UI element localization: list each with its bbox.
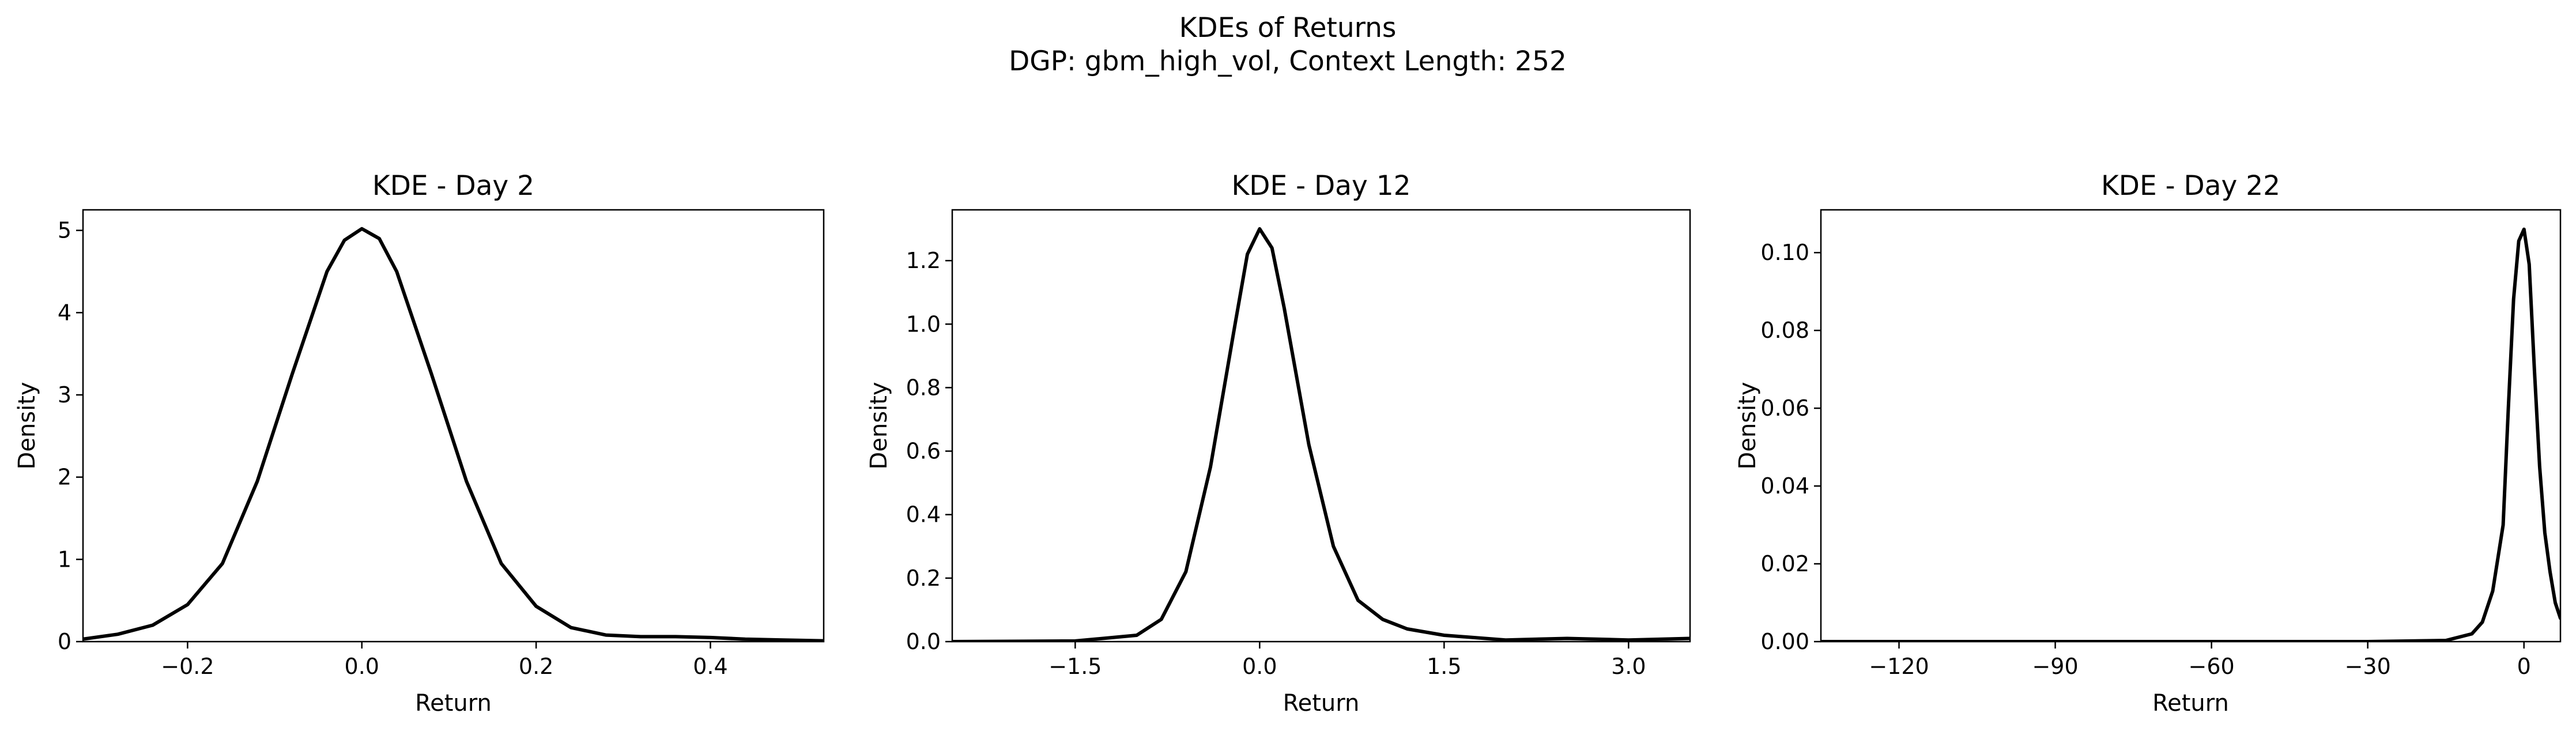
x-tick-label: 0.0 xyxy=(1242,654,1277,679)
x-axis-label: Return xyxy=(1283,690,1360,717)
x-tick-label: 0.4 xyxy=(693,654,727,679)
subplot-day-12: −1.5 0.0 1.5 3.0 0.0 0.2 0.4 0.6 0.8 1.0 1.2 KDE - … xyxy=(866,170,1691,717)
y-tick-label: 0.6 xyxy=(906,439,941,464)
x-tick-label: 0 xyxy=(2517,654,2531,679)
x-tick-label: 0.0 xyxy=(345,654,379,679)
axes-frame xyxy=(951,209,1691,643)
subplot-day-2: −0.2 0.0 0.2 0.4 0 1 2 3 4 5 KDE - Day 2 Return Dens… xyxy=(14,170,825,717)
x-tick-label: 1.5 xyxy=(1427,654,1461,679)
y-axis-label: Density xyxy=(866,382,892,469)
subplot-title: KDE - Day 12 xyxy=(1231,170,1410,202)
y-tick-label: 0.04 xyxy=(1760,473,1809,499)
y-tick-label: 1.2 xyxy=(906,248,941,273)
x-tick-label: 0.2 xyxy=(519,654,553,679)
y-tick-label: 2 xyxy=(58,465,71,490)
y-tick-label: 0.4 xyxy=(906,502,941,527)
x-tick-label: −30 xyxy=(2345,654,2391,679)
x-tick-label: 3.0 xyxy=(1611,654,1646,679)
x-tick-label: −1.5 xyxy=(1048,654,1102,679)
y-tick-label: 4 xyxy=(58,300,71,325)
y-tick-label: 5 xyxy=(58,218,71,243)
figure-title-line-2: DGP: gbm_high_vol, Context Length: 252 xyxy=(1009,46,1567,77)
y-tick-label: 0.06 xyxy=(1760,395,1809,421)
figure-title-line-1: KDEs of Returns xyxy=(1179,12,1397,44)
y-tick-label: 3 xyxy=(58,382,71,408)
y-tick-label: 0.0 xyxy=(906,629,941,654)
y-tick-label: 1.0 xyxy=(906,311,941,337)
y-axis-label: Density xyxy=(14,382,40,469)
subplot-title: KDE - Day 22 xyxy=(2101,170,2280,202)
y-tick-label: 0.02 xyxy=(1760,551,1809,576)
kde-line-0 xyxy=(1821,227,2560,642)
y-tick-label: 0.8 xyxy=(906,375,941,400)
x-tick-label: −60 xyxy=(2189,654,2235,679)
x-tick-label: −90 xyxy=(2032,654,2078,679)
y-tick-label: 0.2 xyxy=(906,566,941,591)
y-axis-label: Density xyxy=(1734,382,1761,469)
axes-frame xyxy=(82,209,825,643)
axes-frame xyxy=(1820,209,2562,643)
x-tick-label: −0.2 xyxy=(161,654,214,679)
subplot-title: KDE - Day 2 xyxy=(372,170,534,202)
y-tick-label: 0.10 xyxy=(1760,240,1809,265)
y-tick-label: 0 xyxy=(58,629,71,654)
x-tick-label: −120 xyxy=(1869,654,1929,679)
subplot-day-22: −120 −90 −60 −30 0 0.00 0.02 0.04 0.06 0.08 0.10 KD… xyxy=(1734,170,2562,717)
y-tick-label: 0.00 xyxy=(1760,629,1809,654)
x-axis-label: Return xyxy=(2152,690,2229,717)
kde-line-0 xyxy=(952,227,1690,642)
y-tick-label: 0.08 xyxy=(1760,318,1809,343)
x-axis-label: Return xyxy=(415,690,492,717)
y-tick-label: 1 xyxy=(58,546,71,572)
kde-line-0 xyxy=(83,227,824,642)
